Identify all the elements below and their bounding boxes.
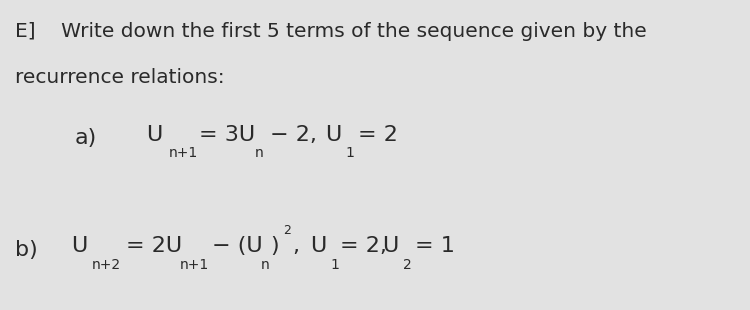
Text: ): ) bbox=[270, 237, 279, 256]
Text: n+1: n+1 bbox=[169, 146, 198, 161]
Text: E]    Write down the first 5 terms of the sequence given by the: E] Write down the first 5 terms of the s… bbox=[15, 22, 646, 41]
Text: = 2U: = 2U bbox=[126, 237, 182, 256]
Text: 2: 2 bbox=[403, 258, 412, 272]
Text: U: U bbox=[71, 237, 88, 256]
Text: = 1: = 1 bbox=[415, 237, 454, 256]
Text: U: U bbox=[146, 125, 163, 145]
Text: ,: , bbox=[292, 237, 299, 256]
Text: = 2: = 2 bbox=[358, 125, 398, 145]
Text: 2: 2 bbox=[284, 224, 291, 237]
Text: b): b) bbox=[15, 240, 38, 259]
Text: = 2,: = 2, bbox=[340, 237, 387, 256]
Text: U: U bbox=[310, 237, 327, 256]
Text: n+1: n+1 bbox=[180, 258, 209, 272]
Text: a): a) bbox=[75, 128, 98, 148]
Text: 1: 1 bbox=[330, 258, 339, 272]
Text: U: U bbox=[325, 125, 341, 145]
Text: = 3U: = 3U bbox=[199, 125, 255, 145]
Text: n: n bbox=[255, 146, 264, 161]
Text: U: U bbox=[382, 237, 399, 256]
Text: 1: 1 bbox=[346, 146, 355, 161]
Text: n: n bbox=[261, 258, 270, 272]
Text: − 2,: − 2, bbox=[270, 125, 316, 145]
Text: n+2: n+2 bbox=[92, 258, 121, 272]
Text: recurrence relations:: recurrence relations: bbox=[15, 68, 225, 87]
Text: − (U: − (U bbox=[212, 237, 262, 256]
